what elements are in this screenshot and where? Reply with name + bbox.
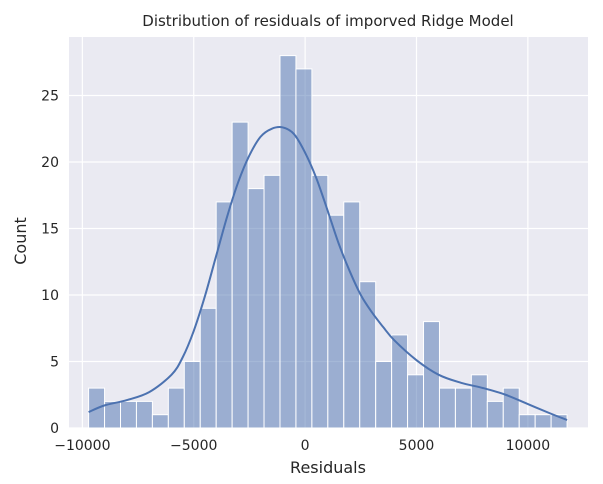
- histogram-bar: [167, 387, 185, 429]
- histogram-bar: [135, 400, 153, 429]
- histogram-bar: [438, 387, 456, 429]
- x-tick-labels: −10000 −5000 0 5000 10000: [54, 438, 550, 454]
- histogram-bar: [486, 400, 504, 429]
- x-tick-label: −5000: [170, 438, 217, 454]
- y-tick-label: 10: [41, 288, 59, 304]
- histogram-bars: [88, 55, 568, 429]
- histogram-bar: [391, 334, 409, 429]
- histogram-bar: [215, 201, 233, 429]
- x-tick-label: −10000: [54, 438, 110, 454]
- x-tick-label: 5000: [399, 438, 435, 454]
- histogram-bar: [199, 307, 217, 429]
- x-tick-label: 0: [301, 438, 310, 454]
- histogram-bar: [295, 68, 313, 429]
- y-tick-label: 25: [41, 89, 59, 105]
- histogram-bar: [327, 214, 345, 429]
- y-tick-label: 5: [50, 355, 59, 371]
- histogram-bar: [343, 201, 361, 429]
- y-tick-label: 20: [41, 155, 59, 171]
- histogram-bar: [518, 414, 536, 429]
- kde-curve: [88, 126, 568, 421]
- histogram-bar: [279, 55, 297, 429]
- x-tick-label: 10000: [506, 438, 551, 454]
- histogram-bar: [247, 188, 265, 429]
- histogram-bar: [534, 414, 552, 429]
- histogram-bar: [231, 121, 249, 429]
- y-tick-label: 15: [41, 222, 59, 238]
- histogram-bar: [359, 281, 377, 429]
- x-axis-label: Residuals: [290, 458, 366, 477]
- chart-title: Distribution of residuals of imporved Ri…: [142, 12, 513, 30]
- histogram-bar: [454, 387, 472, 429]
- histogram-bar: [311, 174, 329, 429]
- y-tick-label: 0: [50, 421, 59, 437]
- y-axis-label: Count: [11, 217, 30, 265]
- histogram-bar: [470, 374, 488, 429]
- histogram-bar: [151, 414, 169, 429]
- y-tick-labels: 0 5 10 15 20 25: [41, 89, 59, 437]
- histogram-bar: [407, 374, 425, 429]
- histogram-bar: [183, 361, 201, 429]
- histogram-bar: [263, 174, 281, 429]
- histogram-bar: [119, 400, 137, 429]
- histogram-bar: [375, 361, 393, 429]
